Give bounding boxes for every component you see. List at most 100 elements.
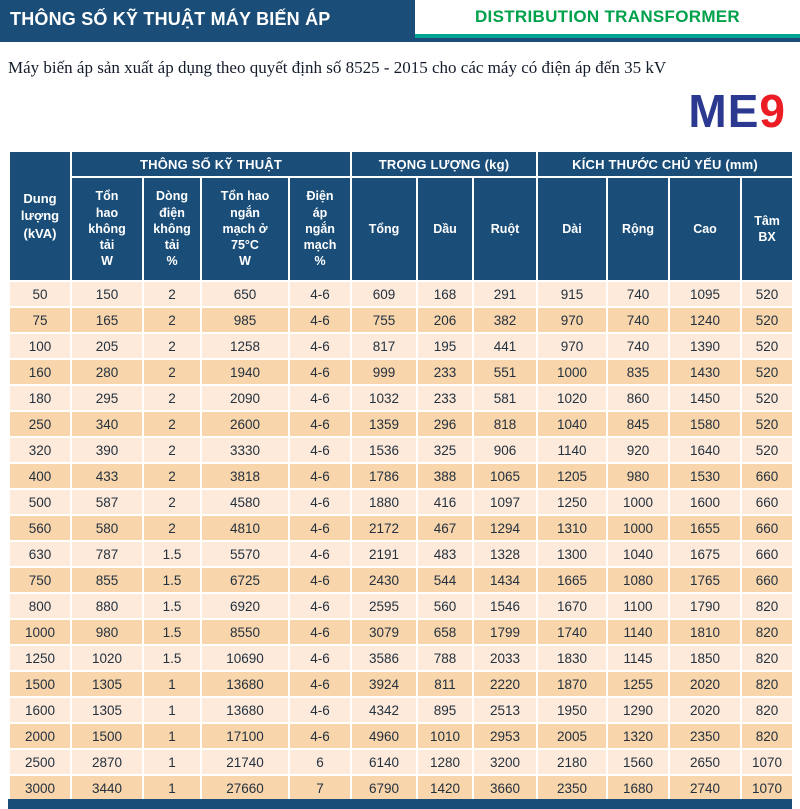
value-cell: 1799 xyxy=(472,618,539,646)
value-cell: 880 xyxy=(70,592,144,620)
value-cell: 1359 xyxy=(350,410,419,438)
value-cell: 1097 xyxy=(472,488,539,516)
capacity-column-header: Dung lượng (kVA) xyxy=(8,150,72,282)
value-cell: 5570 xyxy=(200,540,290,568)
col-header-total-weight: Tổng xyxy=(350,176,419,282)
value-cell: 1670 xyxy=(536,592,609,620)
value-cell: 6 xyxy=(287,748,353,776)
value-cell: 1305 xyxy=(70,696,144,724)
value-cell: 21740 xyxy=(200,748,290,776)
capacity-cell: 320 xyxy=(8,436,72,464)
value-cell: 4-6 xyxy=(287,592,353,620)
value-cell: 165 xyxy=(70,306,144,334)
value-cell: 4-6 xyxy=(287,566,353,594)
value-cell: 1100 xyxy=(606,592,671,620)
value-cell: 3818 xyxy=(200,462,290,490)
value-cell: 1000 xyxy=(606,514,671,542)
value-cell: 1530 xyxy=(668,462,743,490)
capacity-cell: 560 xyxy=(8,514,72,542)
value-cell: 740 xyxy=(606,280,671,308)
table-row: 1000 980 1.5 8550 4-6 3079 658 1799 1740 1140 1810… xyxy=(8,618,795,646)
value-cell: 1000 xyxy=(606,488,671,516)
value-cell: 1500 xyxy=(70,722,144,750)
value-cell: 1880 xyxy=(350,488,419,516)
value-cell: 1020 xyxy=(70,644,144,672)
value-cell: 3079 xyxy=(350,618,419,646)
value-cell: 1950 xyxy=(536,696,609,724)
col-header-height: Cao xyxy=(668,176,743,282)
value-cell: 4960 xyxy=(350,722,419,750)
value-cell: 740 xyxy=(606,306,671,334)
value-cell: 1320 xyxy=(606,722,671,750)
value-cell: 520 xyxy=(740,436,795,464)
value-cell: 2 xyxy=(142,306,202,334)
table-row: 75 165 2 985 4-6 755 206 382 970 740 1240 520 xyxy=(8,306,795,334)
col-header-length: Dài xyxy=(536,176,609,282)
value-cell: 980 xyxy=(606,462,671,490)
table-body: 50 150 2 650 4-6 609 168 291 915 740 1095 520 75 165 2… xyxy=(8,280,795,802)
value-cell: 4-6 xyxy=(287,670,353,698)
value-cell: 2220 xyxy=(472,670,539,698)
col-header-short-circuit-loss: Tổn hao ngắn mạch ở 75°C W xyxy=(200,176,290,282)
value-cell: 416 xyxy=(416,488,475,516)
value-cell: 7 xyxy=(287,774,353,802)
value-cell: 1255 xyxy=(606,670,671,698)
value-cell: 1290 xyxy=(606,696,671,724)
group-header-dimensions: KÍCH THƯỚC CHỦ YẾU (mm) xyxy=(536,150,795,178)
value-cell: 390 xyxy=(70,436,144,464)
value-cell: 1020 xyxy=(536,384,609,412)
value-cell: 6140 xyxy=(350,748,419,776)
value-cell: 2740 xyxy=(668,774,743,802)
value-cell: 1870 xyxy=(536,670,609,698)
value-cell: 970 xyxy=(536,332,609,360)
col-header-core-weight: Ruột xyxy=(472,176,539,282)
value-cell: 817 xyxy=(350,332,419,360)
page-subtitle: DISTRIBUTION TRANSFORMER xyxy=(474,7,741,26)
value-cell: 1070 xyxy=(740,774,795,802)
value-cell: 1065 xyxy=(472,462,539,490)
table-row: 2500 2870 1 21740 6 6140 1280 3200 2180 1560 2650 1… xyxy=(8,748,795,776)
capacity-cell: 1600 xyxy=(8,696,72,724)
value-cell: 2 xyxy=(142,410,202,438)
col-header-wheel-center: Tâm BX xyxy=(740,176,795,282)
capacity-cell: 2000 xyxy=(8,722,72,750)
capacity-cell: 100 xyxy=(8,332,72,360)
value-cell: 1080 xyxy=(606,566,671,594)
value-cell: 980 xyxy=(70,618,144,646)
value-cell: 483 xyxy=(416,540,475,568)
value-cell: 1095 xyxy=(668,280,743,308)
value-cell: 4-6 xyxy=(287,462,353,490)
table-row: 250 340 2 2600 4-6 1359 296 818 1040 845 1580 520 xyxy=(8,410,795,438)
value-cell: 1420 xyxy=(416,774,475,802)
capacity-cell: 630 xyxy=(8,540,72,568)
value-cell: 382 xyxy=(472,306,539,334)
value-cell: 280 xyxy=(70,358,144,386)
value-cell: 920 xyxy=(606,436,671,464)
table-row: 1250 1020 1.5 10690 4-6 3586 788 2033 1830 1145 18… xyxy=(8,644,795,672)
value-cell: 4-6 xyxy=(287,384,353,412)
value-cell: 1765 xyxy=(668,566,743,594)
value-cell: 1300 xyxy=(536,540,609,568)
value-cell: 820 xyxy=(740,592,795,620)
value-cell: 520 xyxy=(740,384,795,412)
value-cell: 1250 xyxy=(536,488,609,516)
value-cell: 520 xyxy=(740,410,795,438)
value-cell: 2 xyxy=(142,280,202,308)
value-cell: 27660 xyxy=(200,774,290,802)
header-group-row: Dung lượng (kVA) THÔNG SỐ KỸ THUẬT TRỌNG… xyxy=(8,150,795,282)
value-cell: 1140 xyxy=(536,436,609,464)
value-cell: 1205 xyxy=(536,462,609,490)
value-cell: 820 xyxy=(740,696,795,724)
table-row: 400 433 2 3818 4-6 1786 388 1065 1205 980 1530 660 xyxy=(8,462,795,490)
value-cell: 1258 xyxy=(200,332,290,360)
value-cell: 895 xyxy=(416,696,475,724)
value-cell: 1430 xyxy=(668,358,743,386)
value-cell: 2350 xyxy=(536,774,609,802)
value-cell: 860 xyxy=(606,384,671,412)
value-cell: 1790 xyxy=(668,592,743,620)
value-cell: 17100 xyxy=(200,722,290,750)
group-header-weight: TRỌNG LƯỢNG (kg) xyxy=(350,150,539,178)
value-cell: 660 xyxy=(740,514,795,542)
value-cell: 2020 xyxy=(668,670,743,698)
table-row: 750 855 1.5 6725 4-6 2430 544 1434 1665 1080 1765 6… xyxy=(8,566,795,594)
